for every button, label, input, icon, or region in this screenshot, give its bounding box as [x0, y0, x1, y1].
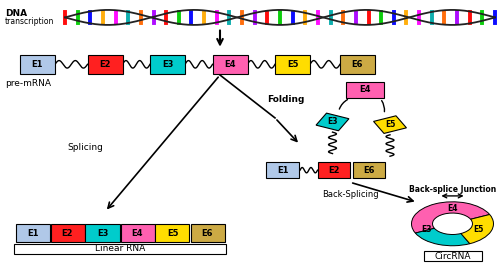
Polygon shape — [374, 116, 406, 133]
Text: E6: E6 — [363, 166, 375, 175]
FancyBboxPatch shape — [88, 55, 122, 74]
Text: E3: E3 — [327, 117, 338, 126]
Text: E5: E5 — [385, 120, 395, 129]
Text: E2: E2 — [99, 60, 111, 69]
Text: E4: E4 — [448, 204, 458, 213]
Text: E1: E1 — [27, 229, 38, 238]
Text: E5: E5 — [287, 60, 298, 69]
FancyBboxPatch shape — [212, 55, 248, 74]
FancyBboxPatch shape — [346, 82, 384, 98]
Text: E1: E1 — [277, 166, 288, 175]
Text: E5: E5 — [167, 229, 178, 238]
FancyBboxPatch shape — [50, 225, 84, 242]
Text: Linear RNA: Linear RNA — [95, 244, 145, 254]
Polygon shape — [316, 113, 349, 131]
Text: Back-splice Junction: Back-splice Junction — [409, 185, 496, 194]
Text: E4: E4 — [224, 60, 236, 69]
Wedge shape — [412, 202, 490, 233]
FancyBboxPatch shape — [266, 162, 298, 178]
Text: E2: E2 — [328, 166, 340, 175]
FancyBboxPatch shape — [156, 225, 190, 242]
FancyBboxPatch shape — [353, 162, 385, 178]
Text: DNA: DNA — [5, 9, 27, 18]
Text: CircRNA: CircRNA — [434, 252, 471, 261]
FancyBboxPatch shape — [275, 55, 310, 74]
Wedge shape — [416, 228, 470, 246]
Text: pre-mRNA: pre-mRNA — [5, 79, 51, 88]
FancyBboxPatch shape — [190, 225, 224, 242]
Text: E4: E4 — [132, 229, 143, 238]
FancyBboxPatch shape — [150, 55, 185, 74]
Text: Splicing: Splicing — [67, 143, 103, 152]
Text: transcription: transcription — [5, 17, 54, 26]
FancyBboxPatch shape — [16, 225, 50, 242]
Text: Back-Splicing: Back-Splicing — [322, 190, 378, 199]
FancyBboxPatch shape — [424, 251, 482, 261]
FancyBboxPatch shape — [86, 225, 119, 242]
FancyBboxPatch shape — [20, 55, 55, 74]
FancyBboxPatch shape — [120, 225, 154, 242]
Text: E3: E3 — [97, 229, 108, 238]
Text: E1: E1 — [32, 60, 44, 69]
Text: E5: E5 — [474, 225, 484, 234]
Text: E6: E6 — [352, 60, 363, 69]
FancyBboxPatch shape — [340, 55, 375, 74]
Text: E3: E3 — [421, 225, 432, 234]
Text: E4: E4 — [359, 85, 371, 94]
Text: Folding: Folding — [268, 95, 305, 104]
Text: E3: E3 — [162, 60, 173, 69]
FancyBboxPatch shape — [14, 244, 226, 254]
FancyBboxPatch shape — [318, 162, 350, 178]
Text: E2: E2 — [62, 229, 73, 238]
Text: E6: E6 — [202, 229, 213, 238]
Wedge shape — [461, 214, 494, 244]
